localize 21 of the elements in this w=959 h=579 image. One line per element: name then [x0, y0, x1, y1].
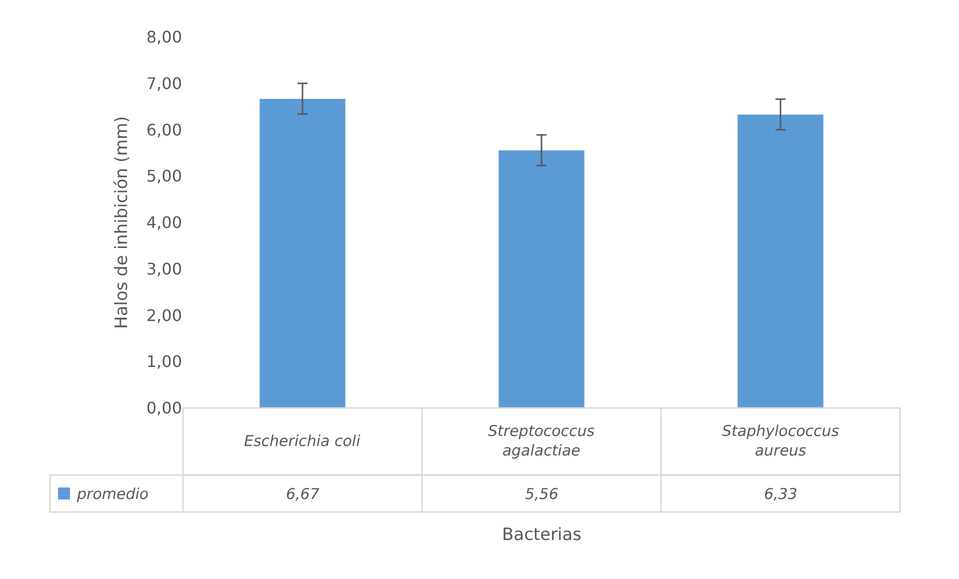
y-tick-label: 1,00 [146, 352, 182, 372]
bar [498, 150, 585, 408]
y-tick-label: 6,00 [146, 120, 182, 140]
bar [259, 98, 346, 408]
y-tick-label: 3,00 [146, 259, 182, 278]
y-axis-title: Halos de inhibición (mm) [112, 116, 132, 329]
y-tick-label: 4,00 [146, 213, 182, 232]
x-tick-label: Streptococcus agalactiae [488, 422, 595, 460]
data-label: 6,33 [764, 485, 798, 503]
x-tick-label: Escherichia coli [244, 432, 362, 450]
data-label: 5,56 [525, 485, 558, 503]
y-tick-label: 7,00 [146, 74, 182, 93]
bar [737, 114, 824, 408]
y-tick-label: 0,00 [146, 398, 182, 418]
y-tick-label: 8,00 [146, 28, 182, 47]
legend-label: promedio [76, 485, 149, 503]
x-axis-title: Bacterias [502, 525, 582, 545]
y-tick-label: 2,00 [146, 306, 182, 325]
y-tick-label: 5,00 [146, 166, 182, 186]
x-tick-label: Staphylococcus aureus [722, 422, 840, 460]
data-label: 6,67 [286, 485, 320, 503]
